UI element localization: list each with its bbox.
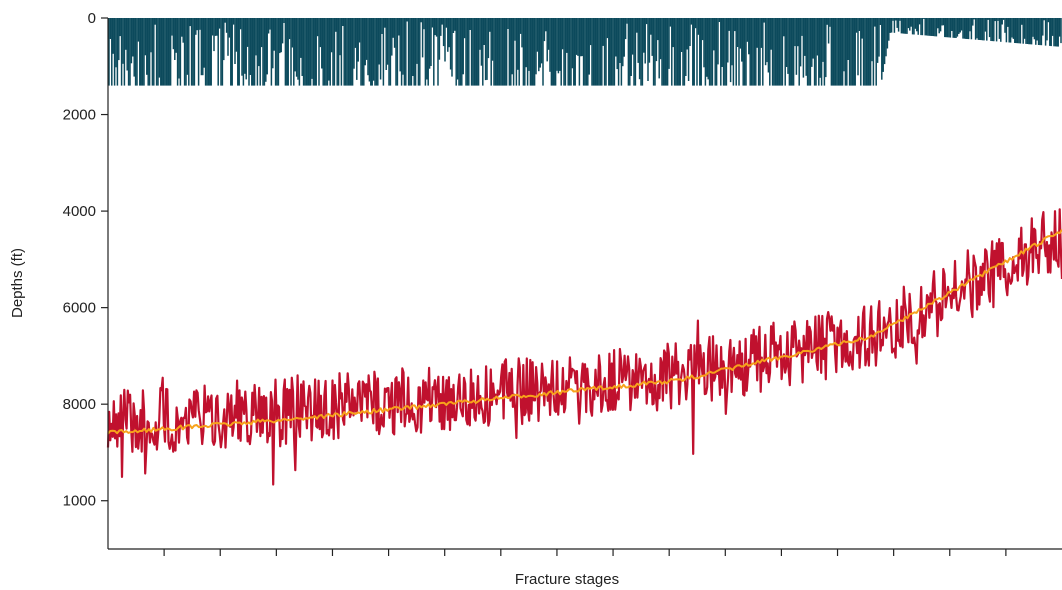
y-tick-label: 0	[88, 10, 96, 27]
y-tick-label: 2000	[63, 107, 96, 124]
y-tick-label: 4000	[63, 203, 96, 220]
y-tick-label: 8000	[63, 396, 96, 413]
y-tick-label: 1000	[63, 493, 96, 510]
trend-line	[107, 229, 1062, 435]
x-axis-title: Fracture stages	[515, 571, 619, 588]
trend-series	[107, 229, 1062, 435]
x-ticks	[163, 549, 1007, 556]
depth-series	[106, 208, 1062, 486]
fracture-height-bars	[108, 18, 1062, 86]
depth-line	[106, 208, 1062, 486]
y-axis-title: Depths (ft)	[9, 248, 26, 318]
y-ticks: 0 2000 4000 6000 8000 1000	[63, 10, 108, 510]
y-tick-label: 6000	[63, 300, 96, 317]
